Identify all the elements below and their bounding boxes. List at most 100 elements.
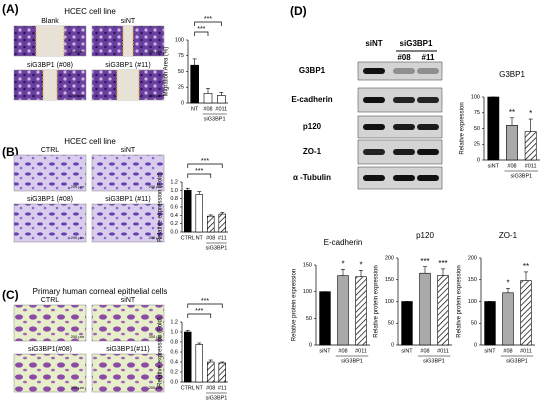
- y-tick-label: 0.0: [170, 379, 178, 385]
- significance: *: [359, 260, 362, 269]
- x-tick-label: #011: [215, 106, 227, 112]
- y-axis-label: Relative expression (Fold): [158, 172, 164, 242]
- scale-bar: 200 µm: [71, 334, 85, 339]
- y-axis-label: Relative protein expression: [457, 265, 463, 337]
- chart-title: G3BP1: [499, 70, 525, 79]
- significance-bracket: [187, 163, 223, 168]
- image-label: siG3BP1(#08): [28, 346, 72, 353]
- bar: [319, 291, 331, 346]
- x-tick-label: #08: [206, 235, 215, 241]
- y-tick-label: 100: [385, 299, 394, 305]
- x-tick-label: siNT: [484, 348, 496, 354]
- y-tick-label: 0: [309, 342, 312, 348]
- y-tick-label: 100: [468, 299, 477, 305]
- x-tick-label: #08: [507, 163, 516, 169]
- lane-label: #08: [397, 53, 411, 62]
- y-tick-label: 150: [385, 277, 394, 283]
- significance-bracket: [187, 303, 223, 308]
- y-tick-label: 0: [477, 157, 480, 163]
- bar: [524, 131, 537, 161]
- significance: *: [341, 259, 344, 268]
- blot-label: ZO-1: [303, 147, 322, 156]
- blot-label: G3BP1: [299, 66, 326, 75]
- bar: [207, 215, 215, 233]
- x-tick-label: #08: [420, 348, 429, 354]
- bar: [207, 361, 215, 383]
- significance-bracket: [194, 31, 209, 36]
- x-tick-label: siNT: [401, 348, 413, 354]
- significance: **: [509, 108, 515, 117]
- panel-title: HCEC cell line: [64, 137, 116, 146]
- x-tick-label: #011: [520, 348, 532, 354]
- bar: [337, 275, 349, 346]
- bar: [355, 276, 367, 346]
- y-tick-label: 100: [471, 94, 480, 100]
- y-axis-label: Migration Area (%): [164, 47, 170, 97]
- y-tick-label: 0.4: [170, 359, 178, 365]
- lane-label: siNT: [365, 39, 382, 48]
- y-tick-label: 75: [474, 110, 480, 116]
- bar: [218, 213, 227, 233]
- x-tick-label: siNT: [319, 348, 331, 354]
- micrograph: [91, 154, 165, 192]
- bar: [437, 275, 449, 346]
- micrograph: [91, 304, 165, 342]
- bar: [195, 344, 204, 383]
- y-tick-label: 1.2: [170, 319, 178, 325]
- image-label: siG3BP1(#11): [106, 346, 149, 353]
- blot-label: α -Tubulin: [293, 173, 331, 182]
- y-axis-label: Relative protein expression: [292, 269, 298, 341]
- image-label: Blank: [41, 18, 59, 25]
- y-tick-label: 0.2: [170, 369, 178, 375]
- x-tick-label: #11: [218, 385, 227, 391]
- significance: ***: [195, 308, 203, 315]
- y-tick-label: 1.0: [170, 329, 178, 335]
- y-tick-label: 0: [181, 100, 184, 106]
- bar: [184, 190, 192, 233]
- x-tick-label: #08: [338, 348, 347, 354]
- micrograph: [13, 154, 87, 192]
- y-tick-label: 75: [178, 53, 184, 59]
- image-label: CTRL: [41, 297, 59, 304]
- x-tick-label: NT: [196, 235, 204, 241]
- x-tick-label: CTRL: [181, 385, 195, 391]
- bar: [401, 301, 413, 346]
- bar: [195, 194, 204, 233]
- panel-label: (D): [290, 4, 307, 18]
- y-tick-label: 50: [306, 316, 312, 322]
- y-tick-label: 0.8: [170, 196, 178, 202]
- band: [417, 124, 439, 130]
- y-axis-label: Relative expression (Fold): [158, 317, 164, 387]
- scale-bar: 200 µm: [149, 385, 163, 390]
- band: [363, 97, 385, 103]
- chart-title: ZO-1: [499, 231, 518, 240]
- blot-label: p120: [303, 122, 322, 131]
- y-tick-label: 25: [178, 85, 184, 91]
- scale-bar: 200 µm: [149, 49, 163, 54]
- scale-bar: 200 µm: [71, 93, 85, 98]
- wound-gap: [123, 26, 133, 56]
- wound-gap: [117, 70, 139, 100]
- y-tick-label: 0.6: [170, 204, 178, 210]
- band: [363, 175, 385, 181]
- scale-bar: 200 µm: [71, 235, 85, 240]
- image-label: siNT: [121, 297, 136, 304]
- lane-label: siG3BP1: [400, 39, 433, 48]
- chart-title: E-cadherin: [324, 238, 363, 247]
- panel-label: (A): [2, 2, 19, 16]
- chart-title: p120: [416, 231, 434, 240]
- bar: [217, 95, 226, 104]
- bar: [506, 125, 518, 161]
- bar: [203, 93, 213, 104]
- micrograph: [13, 203, 87, 243]
- y-tick-label: 0.6: [170, 349, 178, 355]
- y-axis-label: Relative protein expression: [374, 265, 380, 337]
- significance: ***: [195, 168, 203, 175]
- y-tick-label: 150: [303, 262, 312, 268]
- band: [417, 149, 439, 155]
- bar: [218, 362, 227, 383]
- band: [393, 124, 415, 130]
- bar: [520, 280, 532, 346]
- significance: ***: [201, 298, 209, 305]
